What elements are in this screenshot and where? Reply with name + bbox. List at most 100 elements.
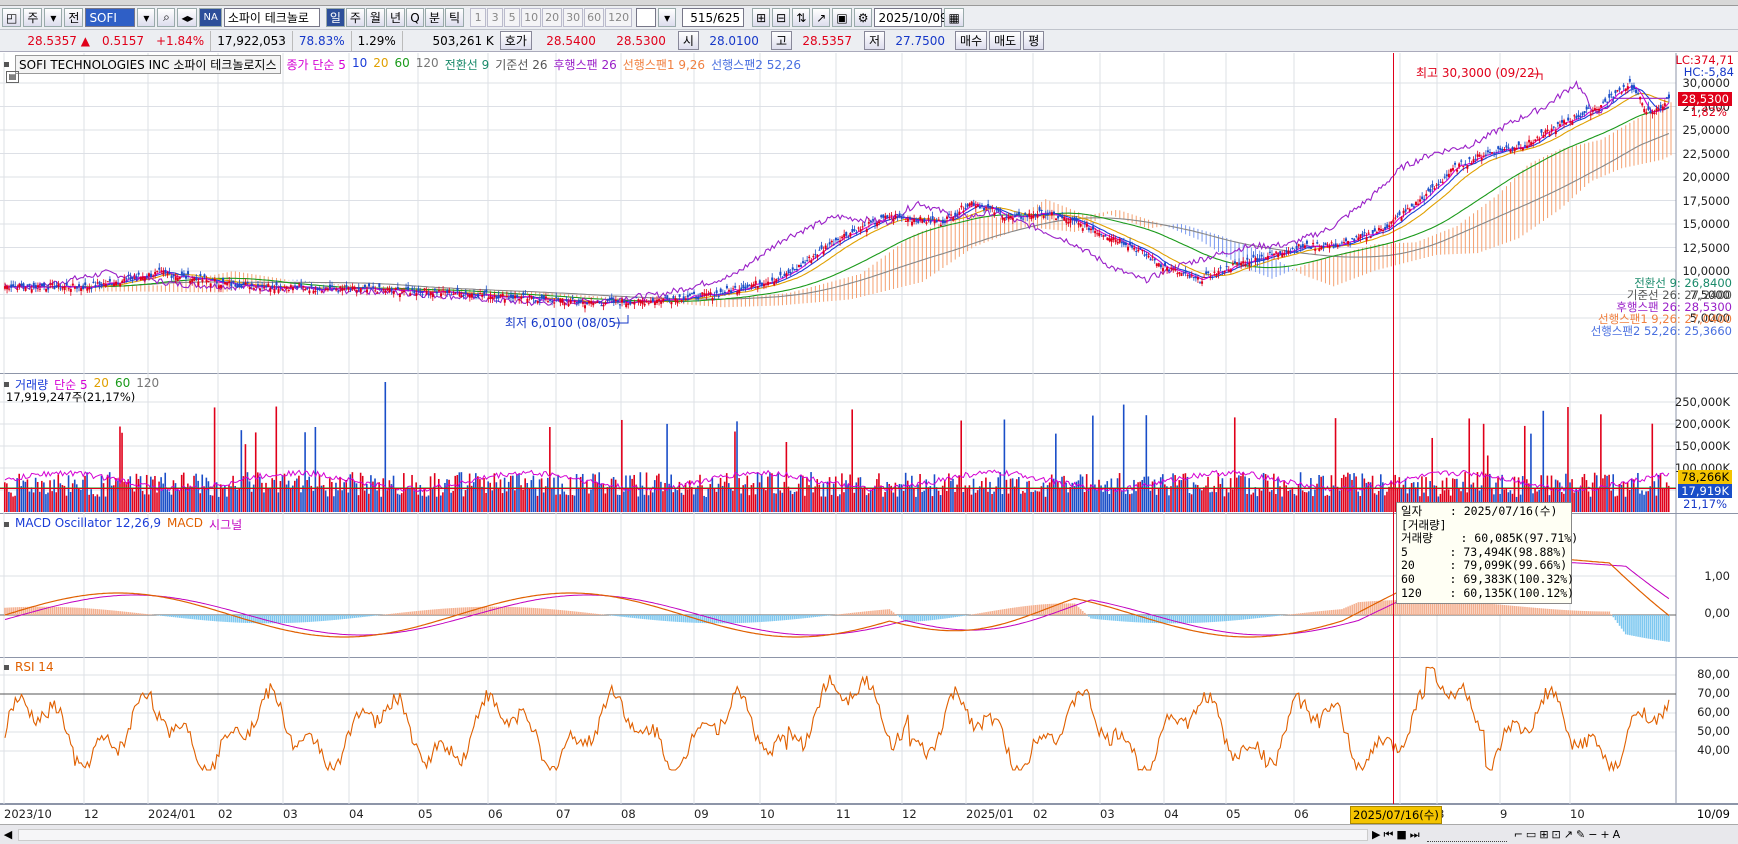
macd-panel[interactable]: MACD Oscillator 12,26,9 MACD 시그널 1,00 0,00 — [0, 514, 1738, 658]
period-tab-2[interactable]: 월 — [365, 8, 385, 27]
price_panel-legend-item-1[interactable]: 10 — [351, 56, 368, 70]
panel-handle-icon[interactable] — [4, 664, 9, 670]
panel-handle-icon[interactable] — [4, 522, 9, 527]
plus-icon[interactable]: + — [1600, 827, 1610, 841]
interval-dropdown-icon[interactable]: ▾ — [658, 8, 677, 27]
minute-button-2[interactable]: 5 — [504, 8, 521, 27]
candle-body — [1159, 264, 1162, 268]
period-code-button[interactable]: 주 — [23, 8, 43, 27]
chart-area[interactable]: SOFI TECHNOLOGIES INC 소파이 테크놀로지스 종가 단순 5… — [0, 53, 1738, 824]
macd_panel-legend-item-0[interactable]: MACD Oscillator 12,26,9 — [15, 516, 162, 530]
price-chart-svg[interactable] — [0, 53, 1738, 374]
rewind-icon[interactable]: ⏮ — [1383, 827, 1394, 841]
interval-input[interactable] — [636, 8, 657, 27]
stop-icon[interactable]: ■ — [1396, 827, 1407, 841]
period-tab-0[interactable]: 일 — [325, 8, 345, 27]
speaker-icon[interactable]: ◂▸ — [177, 8, 198, 27]
layout-grid-icon[interactable]: ⊞ — [1539, 827, 1549, 841]
price_panel-legend-item-3[interactable]: 60 — [394, 56, 410, 70]
candle-body — [974, 205, 977, 208]
draw-icon[interactable]: ↗ — [812, 8, 831, 27]
symbol-dropdown-icon[interactable]: ▾ — [137, 8, 156, 27]
forward-icon[interactable]: ⏭ — [1409, 827, 1420, 841]
price_panel-legend-item-8[interactable]: 선행스팬1 9,26 — [622, 58, 706, 72]
macd-hist-bar — [662, 615, 664, 621]
ichimoku-value-3: 선행스팬1 9,26: 27,0400 — [1598, 312, 1732, 326]
price_panel-legend-item-0[interactable]: 종가 단순 5 — [286, 58, 346, 72]
buy-button[interactable]: 매수 — [955, 31, 988, 50]
period-tab-5[interactable]: 분 — [425, 8, 445, 27]
scroll-left-icon[interactable]: ◀ — [3, 828, 13, 841]
volume_panel-legend-item-3[interactable]: 60 — [114, 376, 131, 390]
minute-button-3[interactable]: 10 — [521, 8, 542, 27]
chart-type-icon[interactable]: ▭ — [1525, 827, 1537, 841]
price-panel[interactable]: SOFI TECHNOLOGIES INC 소파이 테크놀로지스 종가 단순 5… — [0, 53, 1738, 374]
volume_panel-legend-item-2[interactable]: 20 — [93, 376, 109, 390]
save-icon[interactable]: ▣ — [832, 8, 852, 27]
minus-icon[interactable]: − — [1588, 827, 1598, 841]
calendar-icon[interactable]: ▦ — [944, 8, 964, 27]
volume_panel-legend-item-0[interactable]: 거래량 — [15, 378, 49, 392]
minute-button-0[interactable]: 1 — [470, 8, 487, 27]
macd-chart-svg[interactable] — [0, 514, 1738, 658]
trend-icon[interactable]: ↗ — [1563, 827, 1573, 841]
font-size-icon[interactable]: A — [1612, 827, 1621, 841]
scroll-track[interactable] — [18, 828, 1368, 841]
volume-bar — [283, 473, 286, 512]
rsi_panel-legend-item-0[interactable]: RSI 14 — [15, 660, 54, 674]
rsi-panel[interactable]: RSI 14 80,00 70,00 60,00 50,00 40,00 — [0, 658, 1738, 804]
settings-gear-icon[interactable]: ⚙ — [853, 8, 873, 27]
macd_panel-legend-item-1[interactable]: MACD — [167, 516, 204, 530]
volume_panel-legend-item-4[interactable]: 120 — [136, 376, 160, 390]
indicator-icon[interactable]: ⊡ — [1551, 827, 1561, 841]
panel-handle-icon[interactable] — [4, 382, 9, 387]
dropdown-icon[interactable]: ▾ — [44, 8, 63, 27]
period-all-button[interactable]: 전 — [64, 8, 84, 27]
search-icon[interactable]: ⌕ — [157, 8, 176, 27]
price_panel-legend-item-9[interactable]: 선행스팬2 52,26 — [711, 58, 802, 72]
price_panel-legend-item-7[interactable]: 후행스팬 26 — [553, 58, 617, 72]
minute-button-4[interactable]: 20 — [542, 8, 563, 27]
price_panel-legend-item-2[interactable]: 20 — [373, 56, 389, 70]
chart-scrollbar[interactable]: ◀ ▶ ⏮ ■ ⏭ ⌐ ▭ ⊞ ⊡ ↗ ✎ − + A — [0, 824, 1738, 844]
price_panel-legend-item-6[interactable]: 기준선 26 — [495, 58, 548, 72]
period-tab-1[interactable]: 주 — [345, 8, 365, 27]
period-tab-6[interactable]: 틱 — [445, 8, 465, 27]
price_panel-legend-item-5[interactable]: 전환선 9 — [444, 58, 490, 72]
panel-menu-icon[interactable]: ▤ — [6, 71, 19, 83]
eval-button[interactable]: 평 — [1023, 31, 1045, 50]
period-tab-4[interactable]: Q — [406, 8, 424, 27]
speed-slider[interactable] — [1426, 828, 1507, 842]
symbol-input[interactable]: SOFI — [85, 8, 136, 27]
hoga-label[interactable]: 호가 — [499, 31, 532, 50]
tool-icon[interactable]: ✎ — [1575, 827, 1586, 841]
volume-bar — [417, 494, 420, 512]
rsi-chart-svg[interactable] — [0, 658, 1738, 804]
macd_panel-legend-item-2[interactable]: 시그널 — [209, 518, 243, 532]
price_panel-legend-item-4[interactable]: 120 — [415, 56, 439, 70]
candle-body — [783, 273, 786, 277]
volume_panel-legend-item-1[interactable]: 단순 5 — [54, 378, 88, 392]
layout-icon[interactable]: ◰ — [2, 8, 22, 27]
compare-icon[interactable]: ⊟ — [772, 8, 791, 27]
minute-button-1[interactable]: 3 — [487, 8, 504, 27]
macd-hist-bar — [1242, 615, 1244, 620]
candle-body — [956, 213, 959, 215]
period-tab-3[interactable]: 년 — [385, 8, 405, 27]
volume-chart-svg[interactable] — [0, 374, 1738, 514]
macd-hist-bar — [310, 615, 313, 622]
volume-panel[interactable]: 거래량 단순 5 20 60 120 17,919,247주(21,17%) 250,0… — [0, 374, 1738, 514]
panel-handle-icon[interactable] — [4, 62, 9, 67]
sell-button[interactable]: 매도 — [989, 31, 1022, 50]
volume-bar — [1454, 479, 1456, 512]
minute-button-7[interactable]: 120 — [605, 8, 633, 27]
play-icon[interactable]: ▶ — [1372, 827, 1381, 841]
minute-button-5[interactable]: 30 — [563, 8, 584, 27]
scale-icon[interactable]: ⇅ — [792, 8, 811, 27]
grid — [0, 53, 1677, 374]
minute-button-6[interactable]: 60 — [584, 8, 605, 27]
grid-icon[interactable]: ⊞ — [752, 8, 771, 27]
macd-hist-bar — [1509, 605, 1512, 615]
zoom-icon[interactable]: ⌐ — [1513, 827, 1523, 841]
date-field[interactable]: 2025/10/09 — [874, 8, 948, 27]
